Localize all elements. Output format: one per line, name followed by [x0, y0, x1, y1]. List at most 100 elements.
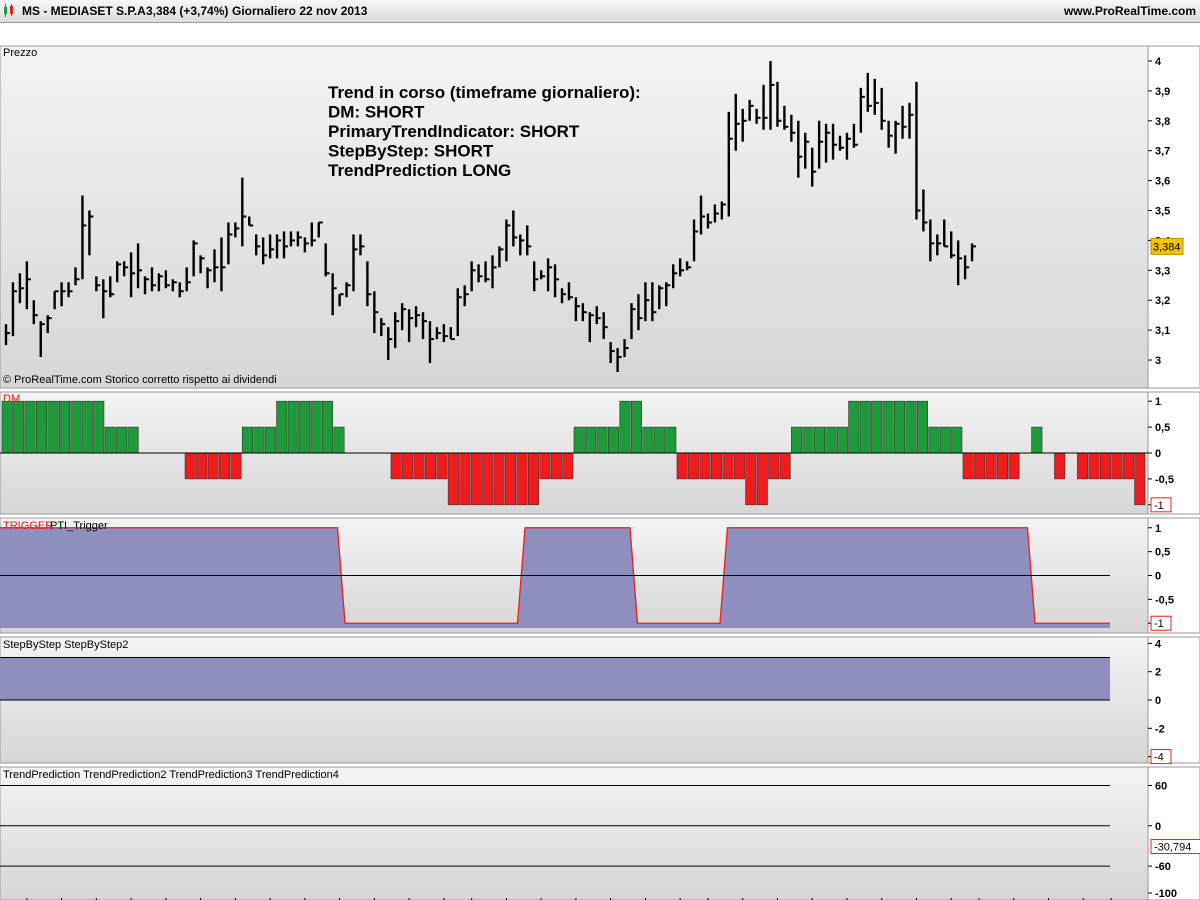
chart-canvas: 43,93,83,73,63,53,43,33,23,13PrezzoTrend…	[0, 45, 1200, 900]
dm-bar	[516, 452, 528, 506]
dm-bar	[585, 426, 597, 454]
tp-axis-tick-label: 0	[1155, 821, 1161, 833]
trigger-axis-tick-label: 1	[1155, 523, 1161, 535]
dm-bar	[413, 452, 425, 480]
dm-bar	[756, 452, 768, 506]
price-panel-label: Prezzo	[3, 47, 37, 59]
trigger-line	[0, 527, 1110, 624]
dm-bar	[505, 452, 517, 506]
price-axis-tick-label: 4	[1155, 56, 1162, 68]
dm-bar	[779, 452, 791, 480]
trend-annotation-line: DM: SHORT	[328, 103, 425, 122]
sbs-axis-tick-label: 4	[1155, 638, 1162, 650]
dm-bar	[1111, 452, 1123, 480]
dm-last-value-tag-box	[1150, 497, 1172, 513]
trend-annotation-line: TrendPrediction LONG	[328, 161, 511, 180]
tp-panel-axis-area	[1147, 766, 1200, 900]
trigger-axis-tick-label: 0	[1155, 571, 1161, 583]
price-axis-tick-label: 3,6	[1155, 176, 1170, 188]
dm-bar	[253, 426, 265, 454]
tp-axis-tick-label: -100	[1155, 888, 1177, 900]
dm-bar	[974, 452, 986, 480]
dm-bar	[424, 452, 437, 480]
trend-annotation-line: PrimaryTrendIndicator: SHORT	[328, 122, 580, 141]
trigger-axis-tick-label: 0,5	[1155, 547, 1170, 559]
dm-axis-tick-label: 0,5	[1155, 422, 1170, 434]
dm-bar	[905, 400, 917, 454]
dm-bar	[1122, 452, 1134, 480]
last-price-tag-box	[1150, 237, 1184, 255]
dm-bar	[24, 400, 36, 454]
dm-bar	[791, 426, 803, 454]
price-axis-tick-label: 3,3	[1155, 265, 1170, 277]
dm-bar	[1008, 452, 1020, 480]
dm-bar	[299, 400, 311, 454]
price-change: 3,384 (+3,74%)	[146, 4, 229, 18]
dm-bar	[550, 452, 562, 480]
dm-bar	[985, 452, 997, 480]
sbs-last-value-tag-box	[1150, 749, 1172, 765]
trigger-last-value-tag-box	[1150, 615, 1172, 631]
dm-bar	[596, 426, 608, 454]
dm-bar	[768, 452, 780, 480]
dm-panel-label: DM	[3, 393, 20, 405]
dm-bar	[264, 426, 276, 454]
dm-bar	[1088, 452, 1100, 480]
dm-bar	[436, 452, 448, 480]
tp-panel-background	[0, 766, 1149, 900]
dm-bar	[127, 426, 139, 454]
sbs-last-value-tag: -4	[1154, 752, 1164, 764]
dm-panel-axis-area	[1147, 391, 1200, 515]
dm-bar	[1031, 426, 1043, 454]
dm-bar	[81, 400, 93, 454]
copyright-note: © ProRealTime.com Storico corretto rispe…	[3, 374, 277, 386]
price-axis-tick-label: 3,2	[1155, 295, 1170, 307]
sbs-axis-tick-label: -2	[1155, 723, 1165, 735]
dm-bar	[70, 400, 82, 454]
dm-bar	[1134, 452, 1146, 506]
dm-last-value-tag: -1	[1154, 500, 1164, 512]
site-url: www.ProRealTime.com	[1063, 4, 1196, 18]
dm-bar	[196, 452, 208, 480]
trend-annotation-line: Trend in corso (timeframe giornaliero):	[328, 83, 641, 102]
dm-bar	[276, 400, 288, 454]
trigger-panel-axis-area	[1147, 517, 1200, 634]
dm-bar	[642, 426, 654, 454]
dm-bar	[699, 452, 711, 480]
dm-bar	[493, 452, 505, 506]
dm-bar	[562, 452, 574, 480]
dm-bar	[710, 452, 723, 480]
dm-bar	[333, 426, 345, 454]
dm-bar	[619, 400, 631, 454]
dm-bar	[116, 426, 128, 454]
dm-bar	[882, 400, 894, 454]
dm-bar	[848, 400, 860, 454]
price-axis-tick-label: 3,5	[1155, 206, 1170, 218]
sbs-axis-tick-label: 2	[1155, 667, 1161, 679]
dm-bar	[608, 426, 620, 454]
last-price-tag: 3,384	[1153, 241, 1181, 253]
dm-bar	[722, 452, 734, 480]
dm-bar	[962, 452, 974, 480]
dm-bar	[287, 400, 299, 454]
dm-bar	[859, 400, 871, 454]
ohlc-logo-icon	[4, 4, 13, 17]
dm-bar	[653, 426, 665, 454]
dm-bar	[928, 426, 940, 454]
dm-bar	[836, 426, 848, 454]
sbs-panel-label: StepByStep StepByStep2	[3, 639, 128, 651]
dm-bar	[539, 452, 551, 480]
dm-bar	[230, 452, 242, 480]
symbol-name: MS - MEDIASET S.P.A	[22, 4, 146, 18]
dm-bar	[939, 426, 951, 454]
dm-bar	[58, 400, 70, 454]
dm-bar	[630, 400, 642, 454]
dm-bar	[459, 452, 471, 506]
dm-bar	[322, 400, 334, 454]
dm-bar	[13, 400, 25, 454]
tp-last-value-tag-box	[1150, 838, 1200, 854]
dm-bar	[1054, 452, 1066, 480]
dm-bar	[871, 400, 883, 454]
dm-bar	[47, 400, 59, 454]
dm-bar	[665, 426, 677, 454]
